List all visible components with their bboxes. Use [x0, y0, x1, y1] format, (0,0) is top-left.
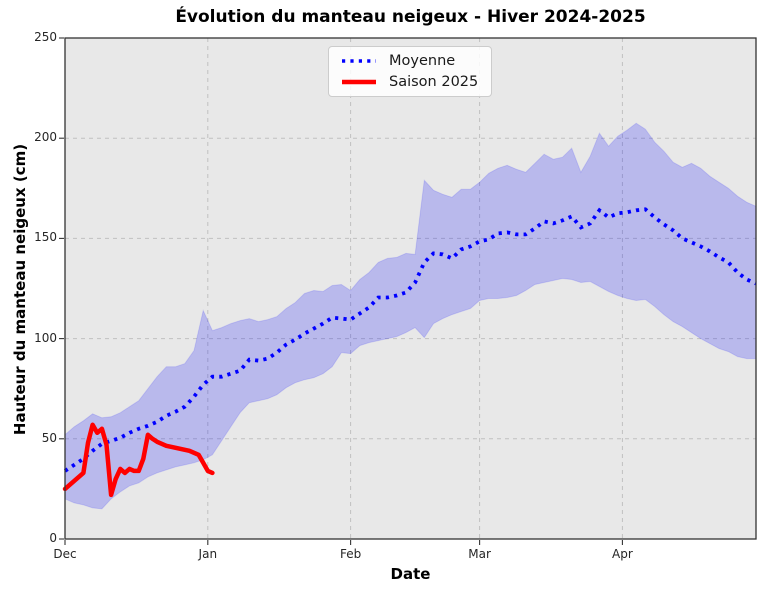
y-tick-label: 100 — [34, 330, 57, 345]
axes-spines — [64, 37, 757, 540]
legend-label-saison-2025: Saison 2025 — [389, 74, 479, 90]
y-tick-label: 250 — [34, 30, 57, 44]
moyenne-dotted-line — [63, 207, 757, 473]
x-tick-label: Feb — [339, 547, 362, 561]
y-axis-label: Hauteur du manteau neigeux (cm) — [11, 143, 29, 436]
y-tick-label: 50 — [41, 430, 57, 445]
y-tick-label: 150 — [34, 230, 57, 245]
saison-2025-line-sample — [342, 79, 376, 85]
x-tick-label: Jan — [198, 547, 218, 561]
chart-title: Évolution du manteau neigeux - Hiver 202… — [175, 7, 646, 27]
legend-label-moyenne: Moyenne — [389, 53, 456, 69]
legend: Moyenne Saison 2025 — [328, 46, 492, 97]
legend-item-saison-2025: Saison 2025 — [339, 74, 481, 90]
x-tick-label: Apr — [612, 547, 633, 561]
x-axis-label: Date — [390, 565, 431, 583]
y-tick-label: 0 — [49, 531, 57, 545]
x-tick-label: Mar — [468, 547, 491, 561]
y-tick-label: 200 — [34, 130, 57, 145]
min-max-band — [64, 122, 757, 510]
chart-canvas — [59, 37, 757, 545]
saison-2025-line — [62, 422, 215, 498]
x-tick-label: Dec — [53, 547, 77, 561]
moyenne-line-sample — [342, 59, 376, 63]
legend-item-moyenne: Moyenne — [339, 53, 481, 69]
